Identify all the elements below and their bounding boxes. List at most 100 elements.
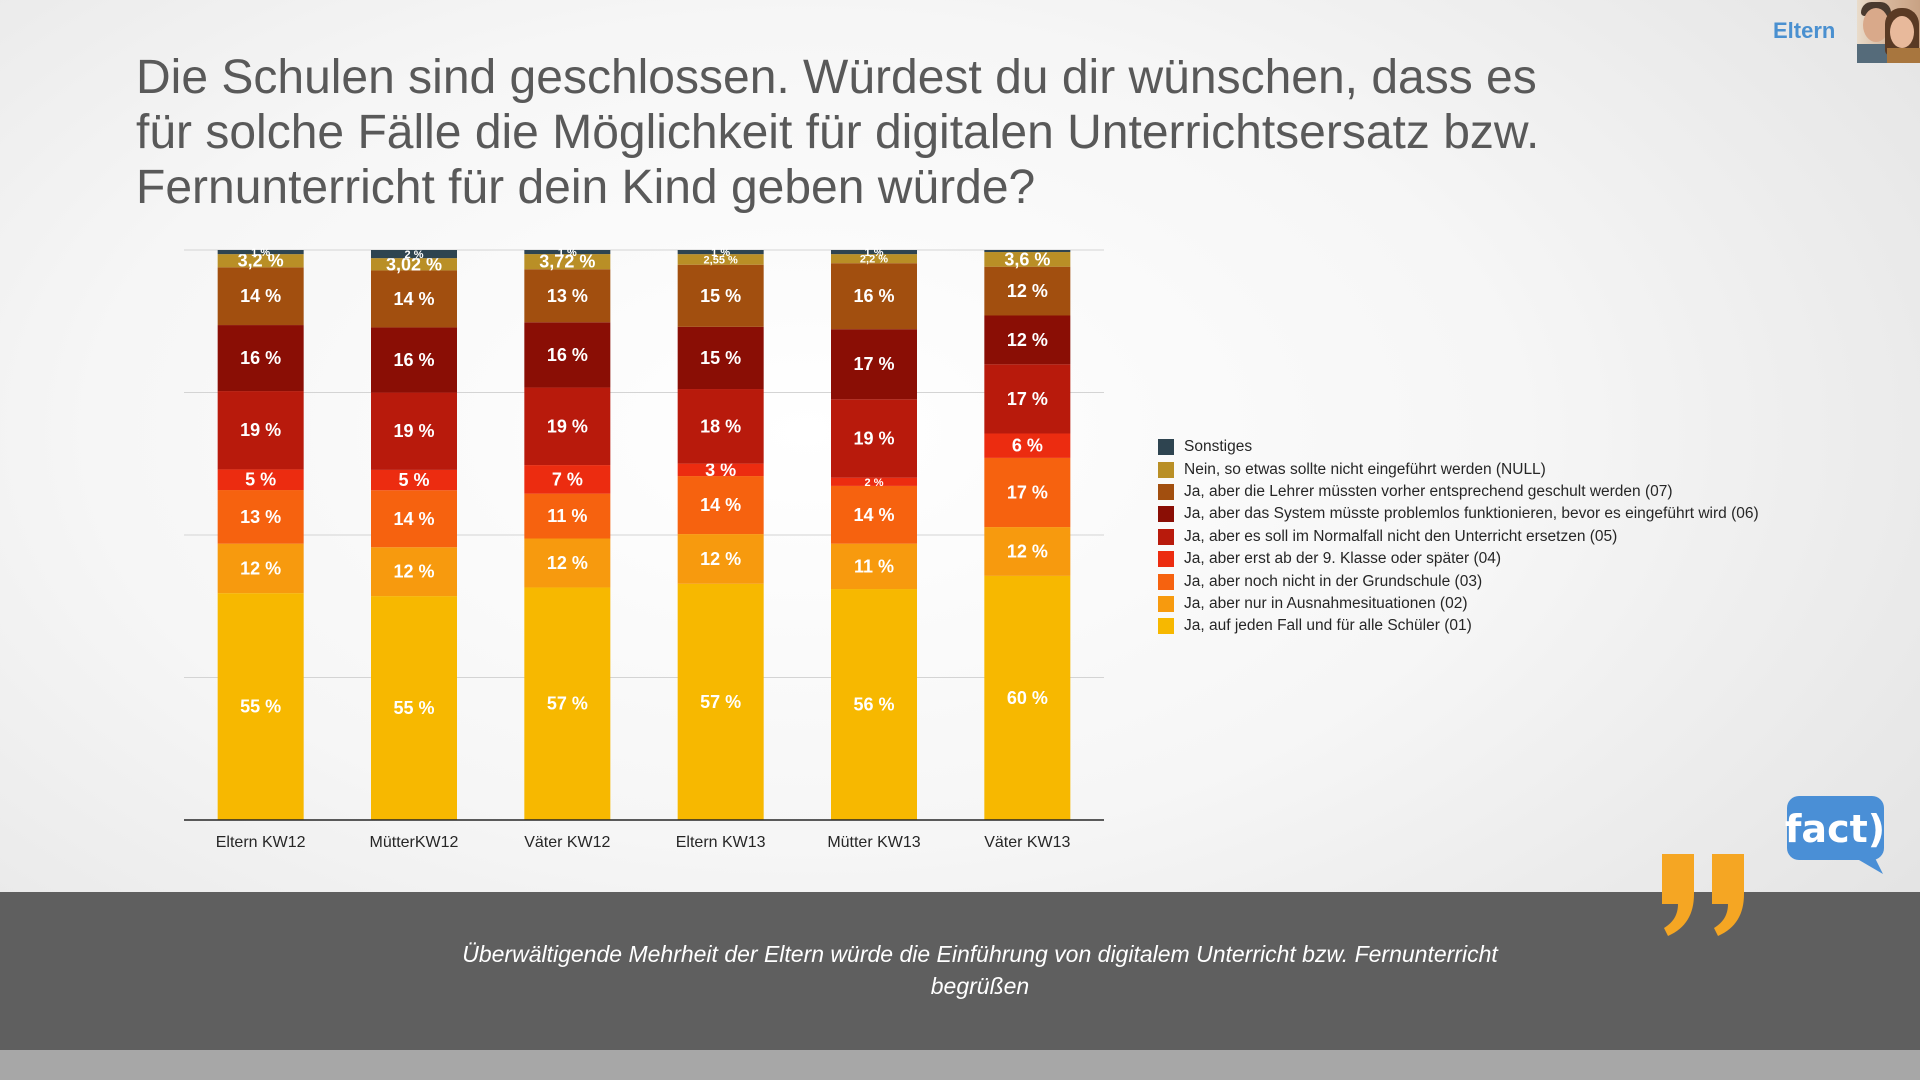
legend-swatch (1158, 506, 1174, 523)
data-label: 14 % (240, 286, 281, 306)
data-label: 11 % (854, 556, 894, 576)
title-line: für solche Fälle die Möglichkeit für dig… (136, 106, 1540, 159)
bar-segment (831, 543, 917, 590)
data-label: 12 % (700, 549, 741, 569)
legend-item: Nein, so etwas sollte nicht eingeführt w… (1158, 458, 1759, 480)
x-tick-label: Väter KW12 (524, 834, 610, 851)
bar-segment (217, 593, 304, 820)
legend-item: Ja, aber die Lehrer müssten vorher entsp… (1158, 481, 1759, 503)
legend-label: Ja, aber die Lehrer müssten vorher entsp… (1184, 482, 1673, 500)
bar-segment (677, 534, 764, 584)
data-label: 17 % (1007, 482, 1048, 502)
x-tick-label: MütterKW12 (370, 834, 459, 851)
bar-segment (984, 457, 1071, 528)
bar-segment (371, 250, 457, 259)
data-label: 15 % (700, 348, 741, 368)
legend-swatch (1158, 439, 1174, 456)
data-label: 5 % (398, 470, 429, 490)
data-label: 12 % (1007, 281, 1048, 301)
avatar-person-body (1887, 48, 1920, 63)
bar-segment (984, 364, 1071, 434)
legend-label: Ja, aber erst ab der 9. Klasse oder spät… (1184, 550, 1502, 568)
bar-segment (831, 263, 917, 330)
data-label: 19 % (393, 421, 434, 441)
bar-segment (371, 327, 457, 393)
data-label: 15 % (700, 286, 741, 306)
bar-segment (984, 527, 1071, 576)
title-line: Die Schulen sind geschlossen. Würdest du… (136, 51, 1537, 104)
legend-swatch (1158, 528, 1174, 545)
data-label: 12 % (547, 553, 588, 573)
data-label: 16 % (547, 345, 588, 365)
data-label: 16 % (393, 350, 434, 370)
data-label: 55 % (240, 697, 281, 717)
avatar-person-face (1890, 16, 1914, 48)
legend-item: Ja, aber es soll im Normalfall nicht den… (1158, 526, 1759, 548)
avatar-person-face (1863, 8, 1889, 42)
quotation-mark-icon (1662, 854, 1744, 936)
legend-item: Ja, auf jeden Fall und für alle Schüler … (1158, 615, 1759, 637)
legend-swatch (1158, 618, 1174, 635)
bar-segment (524, 322, 611, 388)
bar-segment (831, 399, 917, 478)
bar-segment (371, 490, 457, 548)
data-label: 17 % (853, 354, 894, 374)
bottom-strip (0, 1050, 1920, 1080)
bar-segment (524, 269, 611, 323)
bar-segment (984, 575, 1071, 820)
bar-segment (677, 254, 764, 265)
data-label: 13 % (547, 286, 588, 306)
bar-segment (524, 538, 611, 588)
bar-segment (524, 250, 611, 255)
legend-label: Ja, aber das System müsste problemlos fu… (1184, 505, 1759, 523)
data-label: 14 % (393, 289, 434, 309)
data-label: 17 % (1007, 389, 1048, 409)
bar-segment (831, 477, 917, 486)
quote-line: Überwältigende Mehrheit der Eltern würde… (462, 941, 1498, 967)
bar-segment (371, 258, 457, 271)
bar-segment (524, 493, 611, 539)
bottom-band (0, 892, 1920, 1050)
legend-swatch (1158, 573, 1174, 590)
avatar (1857, 0, 1920, 63)
data-label: 14 % (853, 505, 894, 525)
bar-segment (677, 583, 764, 820)
data-label: 12 % (1007, 541, 1048, 561)
data-label: 5 % (245, 470, 276, 490)
bar-segment (984, 315, 1071, 365)
data-label: 19 % (240, 420, 281, 440)
data-label: 1 % (865, 247, 884, 259)
data-label: 7 % (552, 469, 583, 489)
bar-segment (831, 254, 917, 264)
data-label: 13 % (240, 507, 281, 527)
x-tick-label: Väter KW13 (984, 834, 1070, 851)
data-label: 3,72 % (539, 252, 595, 272)
bar-segment (677, 250, 764, 255)
data-label: 60 % (1007, 688, 1048, 708)
bar-segment (524, 587, 611, 820)
data-label: 2 % (865, 477, 884, 489)
bar-segment (831, 250, 917, 255)
bar-segment (371, 270, 457, 328)
bar-segment (217, 490, 304, 544)
data-label: 14 % (393, 509, 434, 529)
data-label: 2 % (405, 249, 424, 261)
bar-segment (371, 392, 457, 470)
data-label: 3,2 % (238, 251, 284, 271)
bar-segment (371, 469, 457, 491)
chart-legend: Sonstiges Nein, so etwas sollte nicht ein… (1158, 436, 1759, 638)
section-label: Eltern (1773, 18, 1836, 43)
bar-segment (984, 433, 1071, 458)
data-label: 12 % (1007, 330, 1048, 350)
legend-item: Ja, aber das System müsste problemlos fu… (1158, 503, 1759, 525)
data-label: 19 % (853, 428, 894, 448)
data-label: 57 % (547, 694, 588, 714)
data-label: 1 % (251, 247, 270, 259)
data-label: 3,6 % (1004, 249, 1050, 269)
legend-item: Ja, aber noch nicht in der Grundschule (… (1158, 570, 1759, 592)
data-label: 6 % (1012, 436, 1043, 456)
legend-label: Ja, aber es soll im Normalfall nicht den… (1184, 527, 1618, 545)
data-label: 16 % (853, 286, 894, 306)
data-label: 1 % (711, 247, 730, 259)
